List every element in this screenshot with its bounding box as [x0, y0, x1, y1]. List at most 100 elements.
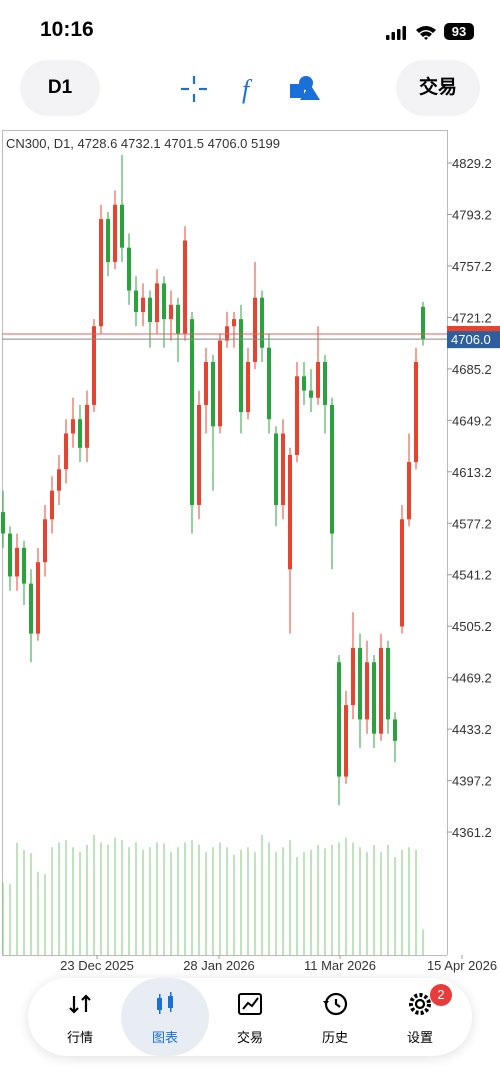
- candle-body: [141, 297, 145, 312]
- last-price-label: 4706.0: [451, 332, 491, 347]
- candle-body: [246, 362, 250, 413]
- y-tick-label: 4757.2: [452, 259, 492, 274]
- candle-body: [253, 297, 257, 363]
- nav-item[interactable]: 历史: [291, 978, 379, 1056]
- chart-header: CN300, D1, 4728.6 4732.1 4701.5 4706.0 5…: [6, 136, 280, 151]
- nav-item[interactable]: 行情: [36, 978, 124, 1056]
- y-tick-label: 4541.2: [452, 568, 492, 583]
- candle-body: [344, 705, 348, 777]
- y-tick-label: 4721.2: [452, 310, 492, 325]
- y-tick-label: 4433.2: [452, 722, 492, 737]
- nav-icon: [157, 992, 173, 1014]
- candle-body: [134, 290, 138, 312]
- candle-body: [295, 376, 299, 455]
- x-tick-label: 11 Mar 2026: [304, 958, 376, 973]
- y-tick-label: 4649.2: [452, 413, 492, 428]
- candle-body: [239, 319, 243, 413]
- x-tick-label: 23 Dec 2025: [60, 958, 134, 973]
- candle-body: [113, 204, 117, 262]
- candle-body: [120, 204, 124, 248]
- battery: 93: [444, 23, 474, 40]
- candle-body: [274, 433, 278, 505]
- status-time: 10:16: [40, 18, 94, 41]
- bottom-nav: 行情 图表 交易 历史 设置: [28, 978, 472, 1056]
- candle-body: [351, 647, 355, 706]
- candle-body: [50, 490, 54, 520]
- candle-body: [372, 662, 376, 734]
- tool-icons: f: [181, 75, 320, 104]
- candle-body: [267, 347, 271, 420]
- chart: CN300, D1, 4728.6 4732.1 4701.5 4706.0 5…: [1, 130, 500, 973]
- nav-item[interactable]: 交易: [206, 978, 294, 1056]
- settings-badge: 2: [430, 984, 452, 1006]
- y-tick-label: 4577.2: [452, 516, 492, 531]
- nav-item[interactable]: 设置: [376, 978, 464, 1056]
- candle-body: [71, 419, 75, 434]
- candle-body: [127, 247, 131, 291]
- candle-body: [106, 219, 110, 262]
- candle-body: [22, 547, 26, 584]
- candle-body: [169, 304, 173, 320]
- status-icons: [386, 26, 436, 40]
- candle-body: [365, 662, 369, 720]
- candle-body: [379, 647, 383, 734]
- candle-body: [155, 283, 159, 322]
- candle-body: [407, 462, 411, 520]
- nav-label: 交易: [236, 1030, 263, 1045]
- candle-body: [8, 533, 12, 577]
- timeframe-button[interactable]: D1: [20, 60, 100, 116]
- nav-label: 设置: [406, 1030, 433, 1045]
- candle-body: [330, 404, 334, 534]
- candle-body: [29, 583, 33, 634]
- candle-body: [64, 433, 68, 470]
- nav-label: 行情: [66, 1030, 93, 1045]
- candle-body: [85, 404, 89, 448]
- candle-body: [197, 404, 201, 505]
- candle-body: [309, 390, 313, 398]
- candle-body: [162, 283, 166, 320]
- crosshair-icon[interactable]: [181, 76, 207, 102]
- candle-body: [218, 340, 222, 427]
- candle-body: [337, 662, 341, 777]
- nav-icon: [323, 992, 348, 1016]
- candle-body: [43, 519, 47, 563]
- candle-body: [225, 326, 229, 341]
- nav-item[interactable]: 图表: [121, 978, 209, 1056]
- y-tick-label: 4793.2: [452, 207, 492, 222]
- objects-icon[interactable]: [290, 76, 320, 100]
- y-tick-label: 4505.2: [452, 619, 492, 634]
- candle-body: [78, 419, 82, 448]
- candle-body: [1, 512, 5, 534]
- candle-body: [92, 326, 96, 405]
- candle-body: [148, 297, 152, 322]
- nav-label: 历史: [321, 1030, 348, 1045]
- candle-body: [204, 362, 208, 405]
- candle-body: [211, 362, 215, 427]
- candle-body: [302, 376, 306, 391]
- candle-body: [36, 562, 40, 634]
- x-tick-label: 28 Jan 2026: [183, 958, 255, 973]
- candle-body: [386, 647, 390, 720]
- last-price-box: [447, 331, 500, 349]
- nav-icon: [69, 994, 91, 1014]
- candle-body: [358, 647, 362, 720]
- nav-icon: [238, 993, 262, 1015]
- y-tick-label: 4613.2: [452, 465, 492, 480]
- candle-body: [288, 454, 292, 570]
- x-tick-label: 15 Apr 2026: [427, 958, 497, 973]
- candle-body: [393, 719, 397, 741]
- y-tick-label: 4361.2: [452, 825, 492, 840]
- trade-button[interactable]: 交易: [396, 60, 480, 116]
- indicator-icon[interactable]: f: [242, 75, 253, 104]
- candle-body: [183, 240, 187, 334]
- candle-body: [190, 319, 194, 505]
- candle-body: [99, 219, 103, 327]
- candle-body: [232, 319, 236, 327]
- candle-body: [260, 297, 264, 348]
- nav-icon: [409, 993, 431, 1015]
- candle-body: [176, 304, 180, 334]
- candle-body: [323, 362, 327, 405]
- candle-body: [316, 362, 320, 398]
- nav-label: 图表: [151, 1030, 178, 1045]
